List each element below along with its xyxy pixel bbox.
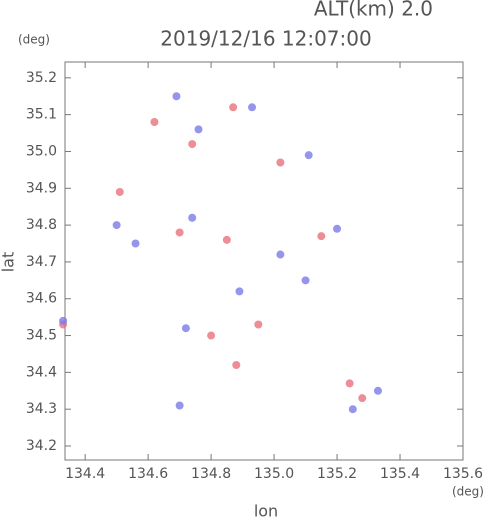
echo-point bbox=[348, 405, 357, 414]
echo-point bbox=[276, 158, 285, 167]
chart-title: 2019/12/16 12:07:00 bbox=[160, 27, 371, 51]
echo-point bbox=[333, 224, 342, 233]
y-tick-label: 34.7 bbox=[26, 254, 57, 270]
echo-point bbox=[207, 331, 216, 340]
echo-point bbox=[358, 394, 367, 403]
echo-point bbox=[317, 232, 326, 241]
x-tick-label: 134.8 bbox=[191, 466, 231, 482]
echo-point bbox=[232, 361, 241, 370]
x-tick-label: 135.6 bbox=[443, 466, 483, 482]
altitude-label: ALT(km) 2.0 bbox=[314, 0, 433, 21]
y-tick-label: 35.2 bbox=[26, 70, 57, 86]
echo-point bbox=[188, 213, 197, 222]
echo-point bbox=[276, 250, 285, 259]
echo-point bbox=[115, 187, 124, 196]
y-tick-label: 34.3 bbox=[26, 401, 57, 417]
echo-point bbox=[175, 401, 184, 410]
y-tick-label: 34.2 bbox=[26, 438, 57, 454]
echo-point bbox=[345, 379, 354, 388]
echo-point bbox=[254, 320, 263, 329]
plot-frame bbox=[64, 61, 464, 461]
x-tick-label: 135.0 bbox=[254, 466, 294, 482]
y-tick-label: 34.4 bbox=[26, 364, 57, 380]
x-tick-label: 135.4 bbox=[380, 466, 420, 482]
echo-point bbox=[248, 103, 257, 112]
x-tick-label: 135.2 bbox=[317, 466, 357, 482]
x-tick-label: 134.4 bbox=[65, 466, 105, 482]
echo-point bbox=[301, 276, 310, 285]
y-tick-label: 35.1 bbox=[26, 107, 57, 123]
x-axis-label: lon bbox=[254, 502, 278, 521]
x-tick-label: 134.6 bbox=[128, 466, 168, 482]
echo-point bbox=[112, 221, 121, 230]
y-axis-label: lat bbox=[0, 252, 18, 273]
echo-point bbox=[59, 316, 68, 325]
echo-point bbox=[150, 118, 159, 127]
echo-point bbox=[194, 125, 203, 134]
echo-point bbox=[222, 235, 231, 244]
echo-point bbox=[172, 92, 181, 101]
y-tick-label: 34.6 bbox=[26, 291, 57, 307]
echo-point bbox=[229, 103, 238, 112]
echo-point bbox=[131, 239, 140, 248]
echo-point bbox=[181, 324, 190, 333]
y-tick-label: 34.5 bbox=[26, 328, 57, 344]
y-tick-label: 34.9 bbox=[26, 180, 57, 196]
echo-point bbox=[373, 386, 382, 395]
x-unit: (deg) bbox=[452, 485, 484, 499]
echo-point bbox=[304, 151, 313, 160]
y-tick-label: 35.0 bbox=[26, 143, 57, 159]
echo-point bbox=[188, 140, 197, 149]
y-tick-label: 34.8 bbox=[26, 217, 57, 233]
echo-point bbox=[235, 287, 244, 296]
y-unit: (deg) bbox=[18, 33, 50, 47]
echo-point bbox=[175, 228, 184, 237]
